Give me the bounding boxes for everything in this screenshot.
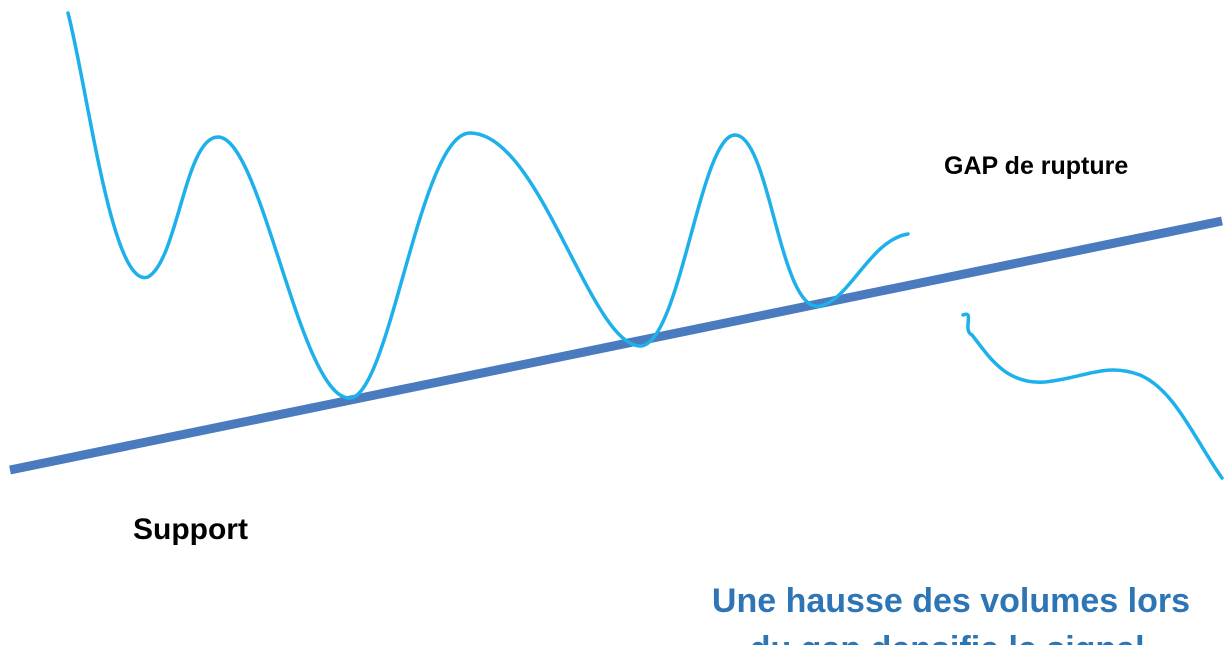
support-label: Support	[133, 513, 248, 546]
support-line	[9, 216, 1223, 475]
gap-label: GAP de rupture	[944, 152, 1129, 180]
price-curve-before-gap	[66, 11, 910, 400]
price-curve-after-gap	[961, 312, 1224, 480]
note-line-2: du gap densifie le signal.	[554, 626, 1154, 645]
note-line-1: Une hausse des volumes lors	[711, 582, 1190, 620]
